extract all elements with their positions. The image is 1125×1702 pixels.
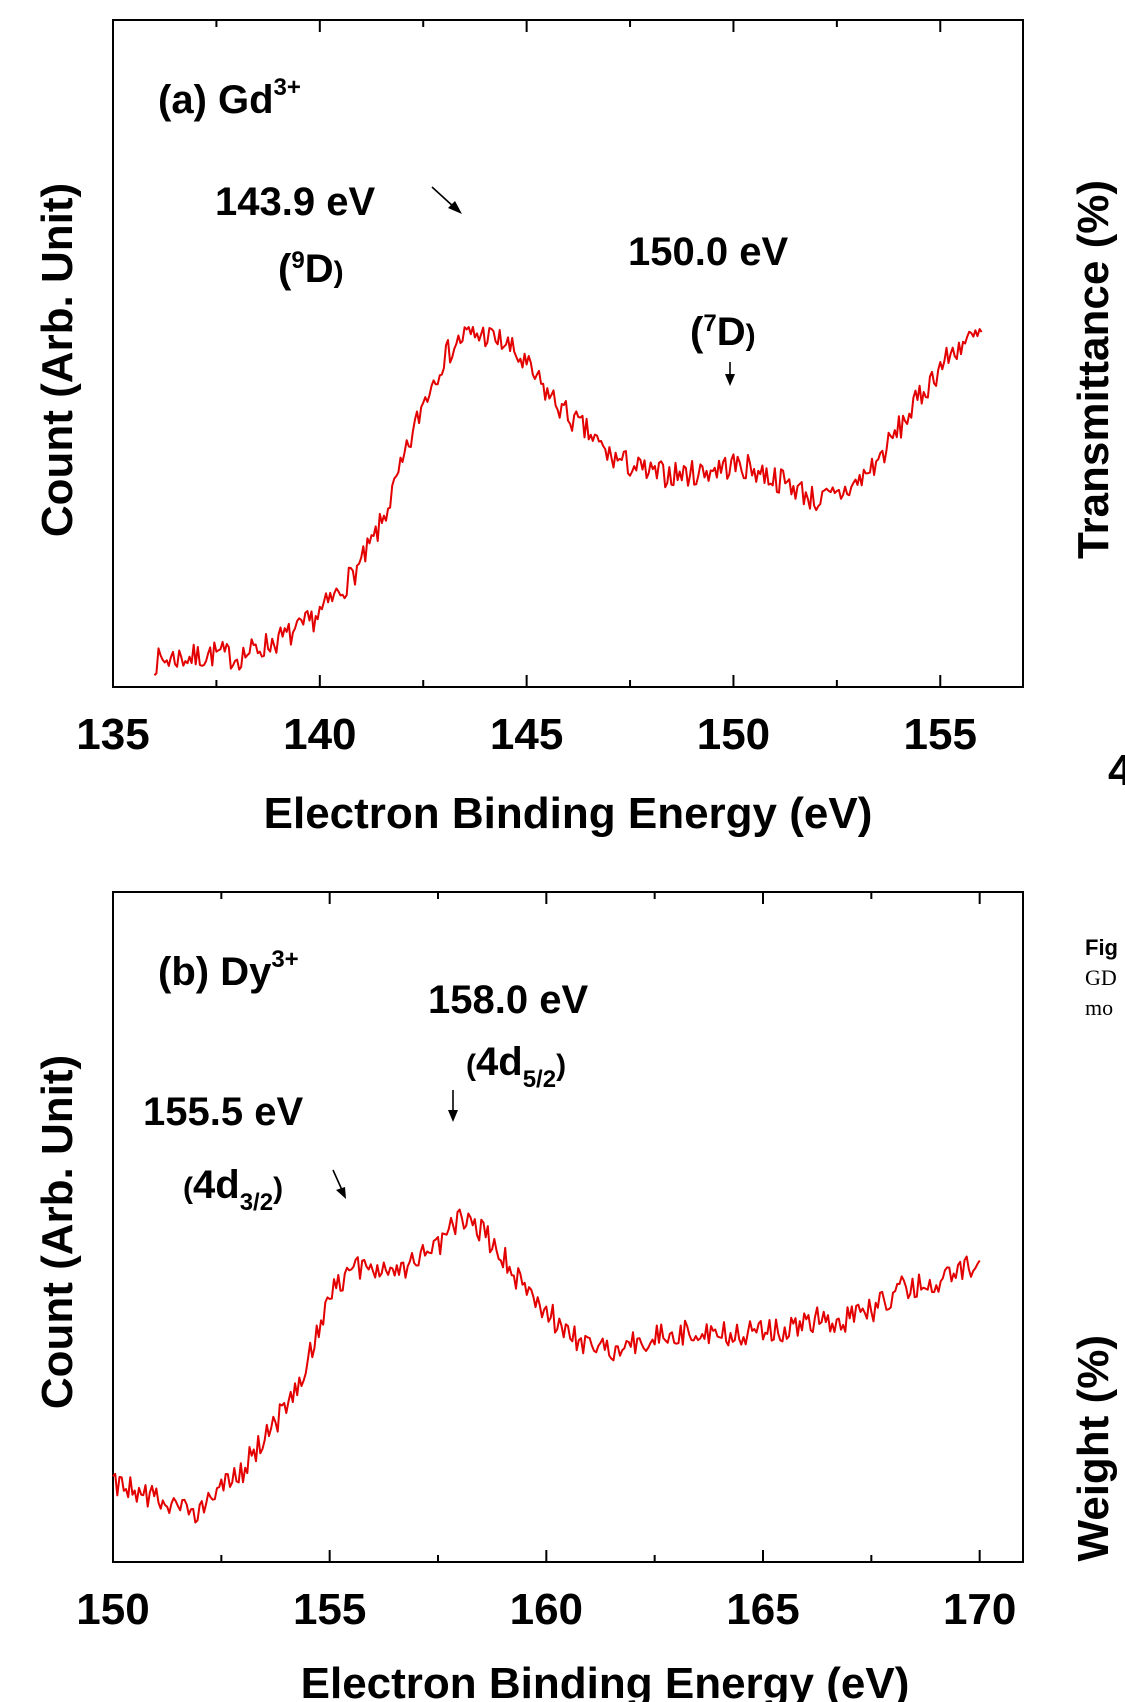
panel-title: (b) Dy3+ bbox=[158, 946, 299, 994]
gd-spectrum-line bbox=[153, 326, 983, 676]
peak-arrow bbox=[448, 1090, 458, 1122]
plot-frame bbox=[112, 891, 1024, 1563]
x-tick-label: 155 bbox=[904, 710, 977, 759]
panel-title-text: (a) Gd bbox=[158, 78, 274, 122]
x-tick-label: 150 bbox=[697, 710, 770, 759]
x-tick-label: 165 bbox=[726, 1585, 799, 1634]
peak-annotation-label: (7D) bbox=[690, 310, 756, 354]
transmittance-axis-title: Transmittance (%) bbox=[1069, 180, 1118, 559]
x-axis-title: Electron Binding Energy (eV) bbox=[264, 789, 873, 838]
peak-arrow bbox=[332, 1169, 346, 1199]
figure-caption-line: mo bbox=[1085, 995, 1113, 1020]
x-tick-label: 160 bbox=[510, 1585, 583, 1634]
x-tick-label: 140 bbox=[283, 710, 356, 759]
x-tick-label: 135 bbox=[76, 710, 149, 759]
weight-axis-title: Weight (%) bbox=[1069, 1335, 1118, 1562]
peak-annotation-value: 155.5 eV bbox=[143, 1090, 303, 1134]
x-axis-tick-labels: 135 140 145 150 155 bbox=[76, 710, 977, 759]
peak-annotation-value: 143.9 eV bbox=[215, 180, 375, 224]
panel-title-superscript: 3+ bbox=[274, 74, 301, 101]
plot-frame bbox=[112, 19, 1024, 688]
peak-arrow bbox=[725, 362, 735, 386]
x-axis-ticks bbox=[112, 892, 981, 1562]
dy-spectrum-line bbox=[112, 1208, 981, 1524]
y-axis-title: Count (Arb. Unit) bbox=[33, 183, 82, 537]
panel-title-superscript: 3+ bbox=[271, 946, 298, 973]
peak-annotation-label: (4d5/2) bbox=[466, 1040, 566, 1093]
figure-caption-label: Fig bbox=[1085, 935, 1118, 960]
panel-title: (a) Gd3+ bbox=[158, 74, 301, 122]
x-axis-tick-labels: 150 155 160 165 170 bbox=[76, 1585, 1016, 1634]
axis-tick-fragment: 4 bbox=[1108, 746, 1125, 795]
chart-panel-dy: 150 155 160 165 170 (b) Dy3+ 155.5 eV (4d3/2… bbox=[33, 891, 1024, 1702]
y-axis-title: Count (Arb. Unit) bbox=[33, 1055, 82, 1409]
peak-annotation-label: (4d3/2) bbox=[183, 1163, 283, 1216]
x-axis-title: Electron Binding Energy (eV) bbox=[301, 1659, 910, 1702]
x-tick-label: 150 bbox=[76, 1585, 149, 1634]
peak-annotation-value: 158.0 eV bbox=[428, 978, 588, 1022]
chart-panel-gd: 135 140 145 150 155 (a) Gd3+ 143.9 eV (9D) 1… bbox=[33, 19, 1024, 838]
x-axis-ticks bbox=[112, 20, 942, 687]
x-tick-label: 155 bbox=[293, 1585, 366, 1634]
x-tick-label: 170 bbox=[943, 1585, 1016, 1634]
peak-arrow bbox=[431, 186, 462, 214]
right-panel-fragments: Transmittance (%) 4 Fig GD mo Weight (%) bbox=[1069, 180, 1125, 1562]
peak-annotation-label: (9D) bbox=[278, 247, 344, 291]
figure-caption-line: GD bbox=[1085, 965, 1117, 990]
peak-annotation-value: 150.0 eV bbox=[628, 230, 788, 274]
x-tick-label: 145 bbox=[490, 710, 563, 759]
panel-title-text: (b) Dy bbox=[158, 950, 272, 994]
